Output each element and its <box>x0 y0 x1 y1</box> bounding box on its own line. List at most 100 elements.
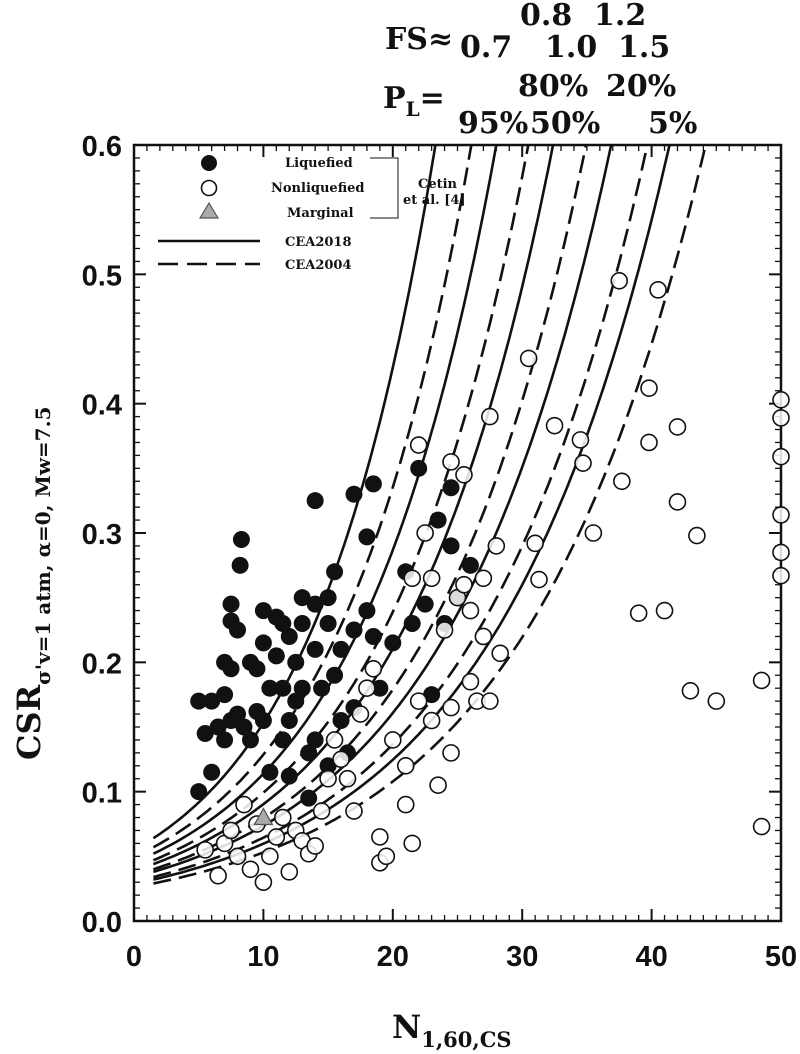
nonliquefied-point <box>383 731 402 749</box>
nonliquefied-point <box>371 828 389 846</box>
nonliquefied-point <box>306 837 324 855</box>
liquefied-point <box>287 653 305 671</box>
liquefied-point <box>229 621 247 639</box>
liquefied-point <box>345 485 363 503</box>
liquefied-point <box>232 530 250 548</box>
nonliquefied-point <box>403 569 422 588</box>
nonliquefied-point <box>752 817 771 836</box>
cea2018-curve-20pct <box>153 144 613 874</box>
cea2004-curve-5pct <box>153 144 707 885</box>
nonliquefied-point <box>772 543 790 562</box>
y-tick-label: 0.0 <box>82 907 122 939</box>
nonliquefied-point <box>416 524 434 542</box>
fs-value-12: 1.2 <box>594 0 646 33</box>
nonliquefied-point <box>545 416 564 435</box>
pl-value-20: 20% <box>606 69 676 104</box>
liquefied-point <box>222 660 240 678</box>
nonliquefied-point <box>629 604 648 622</box>
liquefied-point <box>248 660 266 678</box>
nonliquefied-point <box>571 431 590 449</box>
nonliquefied-point <box>409 436 428 454</box>
liquefied-point <box>429 511 447 529</box>
nonliquefied-point <box>280 863 299 881</box>
cea2004-curve-50pct <box>152 144 588 871</box>
nonliquefied-point <box>358 679 376 698</box>
nonliquefied-point <box>668 418 687 436</box>
legend-cea2004-label: CEA2004 <box>285 258 352 273</box>
liquefied-point <box>442 479 460 497</box>
nonliquefied-point <box>422 711 441 730</box>
liquefied-point <box>280 627 298 645</box>
liquefied-point <box>319 615 337 633</box>
x-tick-label: 0 <box>126 941 142 973</box>
liquefied-point <box>203 763 221 781</box>
liquefied-point <box>254 712 272 730</box>
nonliquefied-point <box>461 601 480 620</box>
liquefied-point <box>306 595 324 613</box>
nonliquefied-point <box>519 349 538 368</box>
liquefied-point <box>196 724 214 742</box>
pl-label: PL= <box>383 81 445 121</box>
fs-label: FS≈ <box>385 22 453 57</box>
nonliquefied-point <box>640 379 658 397</box>
nonliquefied-point <box>707 692 726 710</box>
liquefied-point <box>319 589 337 607</box>
x-tick-label: 40 <box>635 941 667 973</box>
pl-value-80: 80% <box>518 69 588 104</box>
nonliquefied-point <box>442 453 460 471</box>
nonliquefied-point <box>274 808 292 827</box>
liquefied-point <box>300 789 318 807</box>
nonliquefied-point <box>455 575 473 594</box>
nonliquefied-point <box>228 847 247 866</box>
nonliquefied-point <box>474 627 493 646</box>
nonliquefied-point <box>435 621 454 639</box>
nonliquefied-point <box>455 465 473 484</box>
liquefied-point <box>306 492 324 510</box>
legend: Liquefied Nonliquefied Marginal Cetin et… <box>158 155 466 273</box>
nonliquefied-point <box>530 570 548 589</box>
liquefied-point <box>261 763 279 781</box>
liquefied-point <box>274 615 292 633</box>
pl-value-95: 95% <box>458 106 528 141</box>
nonliquefied-point <box>396 756 415 775</box>
x-tick-label: 20 <box>377 941 409 973</box>
legend-cea2018-label: CEA2018 <box>285 235 352 250</box>
legend-nonliquefied-label: Nonliquefied <box>271 181 365 196</box>
nonliquefied-point <box>481 407 499 426</box>
liquefied-point <box>293 679 311 697</box>
nonliquefied-point <box>772 506 790 524</box>
liquefied-point <box>254 602 272 620</box>
marginal-point <box>253 807 274 826</box>
liquefied-point <box>384 634 402 652</box>
nonliquefied-point <box>772 390 790 409</box>
nonliquefied-point <box>312 802 331 820</box>
fs-value-10: 1.0 <box>545 30 597 65</box>
liquefied-point <box>287 692 305 710</box>
nonliquefied-point <box>584 524 603 542</box>
liquefied-point <box>345 621 363 639</box>
liquefied-point <box>216 686 234 704</box>
nonliquefied-point <box>422 569 441 588</box>
liquefied-point <box>216 731 234 749</box>
liquefied-point <box>326 563 344 581</box>
legend-source-line2: et al. [4] <box>403 193 466 208</box>
nonliquefied-point <box>574 454 592 472</box>
liquefied-point <box>319 757 337 775</box>
nonliquefied-point <box>403 834 422 853</box>
nonliquefied-point <box>429 776 447 795</box>
liquefied-point <box>461 556 479 574</box>
liquefied-point <box>442 537 460 555</box>
x-tick-label: 30 <box>506 941 538 973</box>
fs-value-07: 0.7 <box>460 30 512 65</box>
liquefied-point <box>358 528 376 546</box>
liquefied-point <box>332 712 350 730</box>
nonliquefied-point <box>325 731 344 749</box>
nonliquefied-point <box>261 847 279 866</box>
liquefied-point <box>364 475 382 493</box>
liquefied-point <box>190 692 208 710</box>
liquefied-point <box>423 686 441 704</box>
nonliquefied-point <box>345 802 363 820</box>
nonliquefied-point <box>364 659 383 678</box>
nonliquefied-point <box>526 534 544 553</box>
nonliquefied-point <box>772 447 790 466</box>
